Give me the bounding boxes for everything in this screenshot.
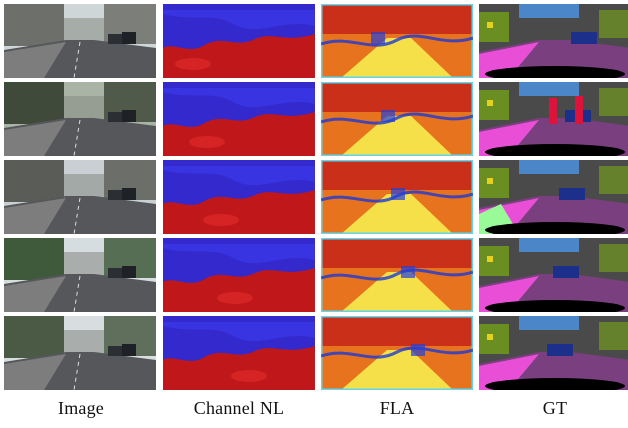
figure-grid [4, 4, 628, 390]
channel-nl-panel-row-1 [163, 4, 315, 78]
gt-panel-row-2 [479, 82, 628, 156]
column-label-gt: GT [542, 398, 568, 418]
gt-panel-row-5 [479, 316, 628, 390]
image-panel-row-2 [4, 82, 156, 156]
fla-panel-row-4 [321, 238, 473, 312]
image-panel-row-1 [4, 4, 156, 78]
column-label-fla: FLA [379, 398, 415, 418]
channel-nl-panel-row-3 [163, 160, 315, 234]
fla-panel-row-5 [321, 316, 473, 390]
channel-nl-panel-row-4 [163, 238, 315, 312]
fla-panel-row-2 [321, 82, 473, 156]
column-label-image: Image [58, 398, 104, 418]
gt-panel-row-3 [479, 160, 628, 234]
fla-panel-row-1 [321, 4, 473, 78]
image-panel-row-5 [4, 316, 156, 390]
gt-panel-row-4 [479, 238, 628, 312]
channel-nl-panel-row-2 [163, 82, 315, 156]
column-label-channel-nl: Channel NL [193, 398, 285, 418]
channel-nl-panel-row-5 [163, 316, 315, 390]
image-panel-row-3 [4, 160, 156, 234]
image-panel-row-4 [4, 238, 156, 312]
gt-panel-row-1 [479, 4, 628, 78]
fla-panel-row-3 [321, 160, 473, 234]
